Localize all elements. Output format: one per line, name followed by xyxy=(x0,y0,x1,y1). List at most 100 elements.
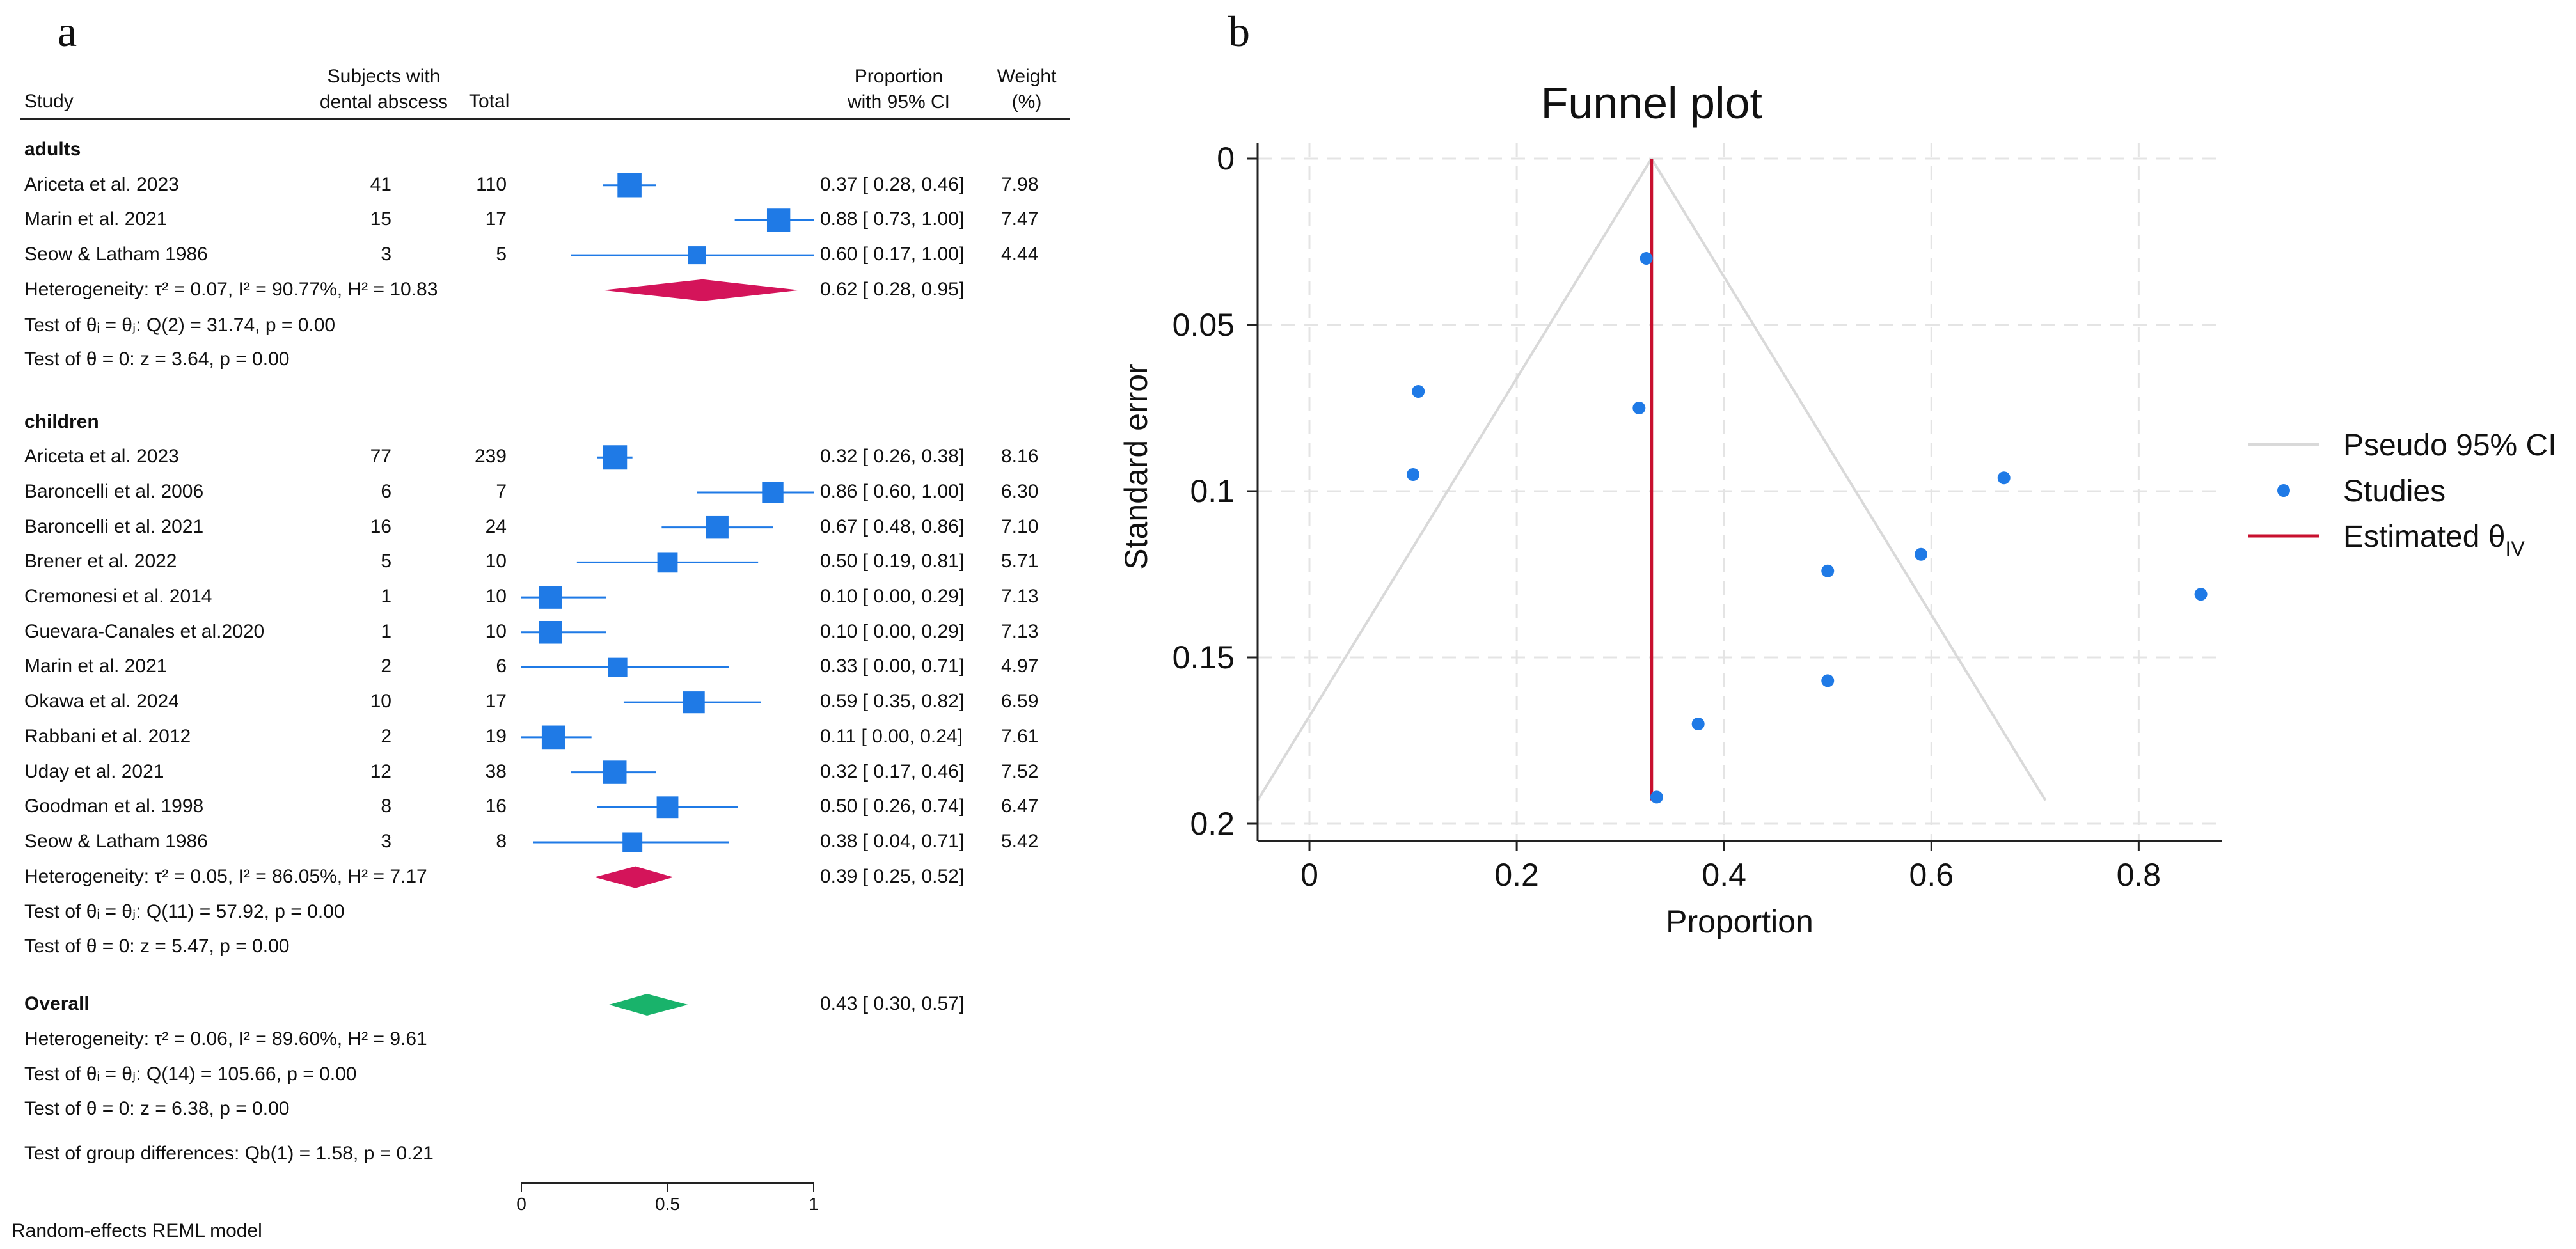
study-marker xyxy=(603,760,627,784)
study-marker xyxy=(539,586,562,609)
model-footnote: Random-effects REML model xyxy=(12,1220,262,1241)
study-ci: 0.32 [ 0.26, 0.38] xyxy=(820,446,965,467)
study-weight: 6.30 xyxy=(1001,480,1039,502)
study-subjects: 41 xyxy=(370,173,391,195)
header-subjects-line2: dental abscess xyxy=(319,91,448,113)
study-weight: 5.42 xyxy=(1001,830,1039,852)
study-marker xyxy=(608,657,628,677)
funnel-y-tick-label: 0 xyxy=(1217,141,1235,177)
group-pooled-ci: 0.39 [ 0.25, 0.52] xyxy=(820,865,965,887)
funnel-x-tick-label: 0.6 xyxy=(1909,857,1954,893)
study-subjects: 15 xyxy=(370,208,391,230)
study-ci: 0.67 [ 0.48, 0.86] xyxy=(820,515,965,537)
header-weight-line1: Weight xyxy=(997,66,1057,87)
header-proportion: Proportion with 95% CI xyxy=(822,64,976,115)
panel-a-letter: a xyxy=(58,7,77,56)
header-weight-line2: (%) xyxy=(1011,91,1042,113)
study-total: 10 xyxy=(485,586,507,608)
study-name: Marin et al. 2021 xyxy=(24,208,168,230)
study-ci: 0.37 [ 0.28, 0.46] xyxy=(820,173,965,195)
study-point xyxy=(1650,790,1663,804)
study-name: Goodman et al. 1998 xyxy=(24,796,204,817)
study-name: Guevara-Canales et al.2020 xyxy=(24,620,265,642)
group-label-children: children xyxy=(24,411,99,432)
study-total: 16 xyxy=(485,796,507,817)
group-pooled-diamond xyxy=(603,279,800,301)
study-subjects: 5 xyxy=(381,551,391,572)
forest-x-tick-label: 0.5 xyxy=(655,1194,680,1214)
study-total: 19 xyxy=(485,725,507,747)
study-name: Brener et al. 2022 xyxy=(24,551,177,572)
study-weight: 6.47 xyxy=(1001,796,1039,817)
overall-heterogeneity: Heterogeneity: τ² = 0.06, I² = 89.60%, H… xyxy=(24,1028,427,1049)
study-weight: 7.47 xyxy=(1001,208,1039,230)
study-marker xyxy=(617,173,642,198)
study-point xyxy=(2194,588,2208,601)
study-name: Seow & Latham 1986 xyxy=(24,244,208,265)
study-ci: 0.32 [ 0.17, 0.46] xyxy=(820,760,965,782)
study-weight: 6.59 xyxy=(1001,691,1039,712)
study-point xyxy=(1691,718,1705,730)
group-pooled-diamond xyxy=(594,866,674,888)
study-weight: 4.97 xyxy=(1001,656,1039,677)
study-weight: 4.44 xyxy=(1001,244,1039,265)
study-total: 38 xyxy=(485,760,507,782)
study-weight: 8.16 xyxy=(1001,446,1039,467)
study-ci: 0.50 [ 0.19, 0.81] xyxy=(820,551,965,572)
study-marker xyxy=(656,796,679,819)
study-marker xyxy=(541,725,565,750)
funnel-x-tick-label: 0.4 xyxy=(1702,857,1746,893)
study-ci: 0.38 [ 0.04, 0.71] xyxy=(820,830,965,852)
header-weight: Weight (%) xyxy=(985,64,1068,115)
panel-b-letter: b xyxy=(1228,7,1250,56)
study-total: 239 xyxy=(474,446,507,467)
forest-plot-graphics: 0 0.5 1 xyxy=(516,173,819,1214)
study-ci: 0.59 [ 0.35, 0.82] xyxy=(820,691,965,712)
study-total: 24 xyxy=(485,515,507,537)
study-ci: 0.11 [ 0.00, 0.24] xyxy=(820,725,963,747)
funnel-x-tick-label: 0.2 xyxy=(1494,857,1539,893)
funnel-x-tick-label: 0.8 xyxy=(2117,857,2161,893)
study-marker xyxy=(657,552,678,573)
group-heterogeneity: Heterogeneity: τ² = 0.05, I² = 86.05%, H… xyxy=(24,865,427,887)
group-heterogeneity: Heterogeneity: τ² = 0.07, I² = 90.77%, H… xyxy=(24,278,438,300)
study-weight: 7.61 xyxy=(1001,725,1039,747)
legend-pseudo-ci-label: Pseudo 95% CI xyxy=(2343,428,2557,462)
funnel-y-tick-label: 0.15 xyxy=(1173,640,1235,675)
group-test-homogeneity: Test of θᵢ = θⱼ: Q(11) = 57.92, p = 0.00 xyxy=(24,901,345,923)
header-rule xyxy=(20,118,1070,120)
study-subjects: 16 xyxy=(370,515,391,537)
study-total: 8 xyxy=(496,830,507,852)
study-subjects: 2 xyxy=(381,725,391,747)
study-point xyxy=(1640,252,1653,265)
study-total: 17 xyxy=(485,691,507,712)
study-total: 10 xyxy=(485,620,507,642)
study-point xyxy=(1821,564,1835,577)
header-study: Study xyxy=(24,91,74,112)
header-proportion-line1: Proportion xyxy=(854,66,944,87)
study-subjects: 3 xyxy=(381,830,391,852)
study-ci: 0.10 [ 0.00, 0.29] xyxy=(820,620,965,642)
study-weight: 7.10 xyxy=(1001,515,1039,537)
header-proportion-line2: with 95% CI xyxy=(847,91,951,113)
study-marker xyxy=(622,832,643,852)
study-total: 10 xyxy=(485,551,507,572)
overall-test-homogeneity: Test of θᵢ = θⱼ: Q(14) = 105.66, p = 0.0… xyxy=(24,1064,357,1085)
group-pooled-ci: 0.62 [ 0.28, 0.95] xyxy=(820,278,965,300)
study-point xyxy=(1632,402,1646,414)
study-total: 5 xyxy=(496,244,507,265)
study-name: Baroncelli et al. 2006 xyxy=(24,480,204,502)
funnel-title: Funnel plot xyxy=(1541,78,1762,128)
study-name: Ariceta et al. 2023 xyxy=(24,446,179,467)
study-subjects: 10 xyxy=(370,691,391,712)
study-subjects: 2 xyxy=(381,656,391,677)
legend-studies-label: Studies xyxy=(2343,475,2446,508)
study-marker xyxy=(766,208,791,232)
study-subjects: 6 xyxy=(381,480,391,502)
study-name: Marin et al. 2021 xyxy=(24,656,168,677)
funnel-y-tick-label: 0.2 xyxy=(1190,806,1235,842)
header-total: Total xyxy=(469,91,510,112)
study-subjects: 8 xyxy=(381,796,391,817)
study-ci: 0.10 [ 0.00, 0.29] xyxy=(820,586,965,608)
study-ci: 0.33 [ 0.00, 0.71] xyxy=(820,656,965,677)
